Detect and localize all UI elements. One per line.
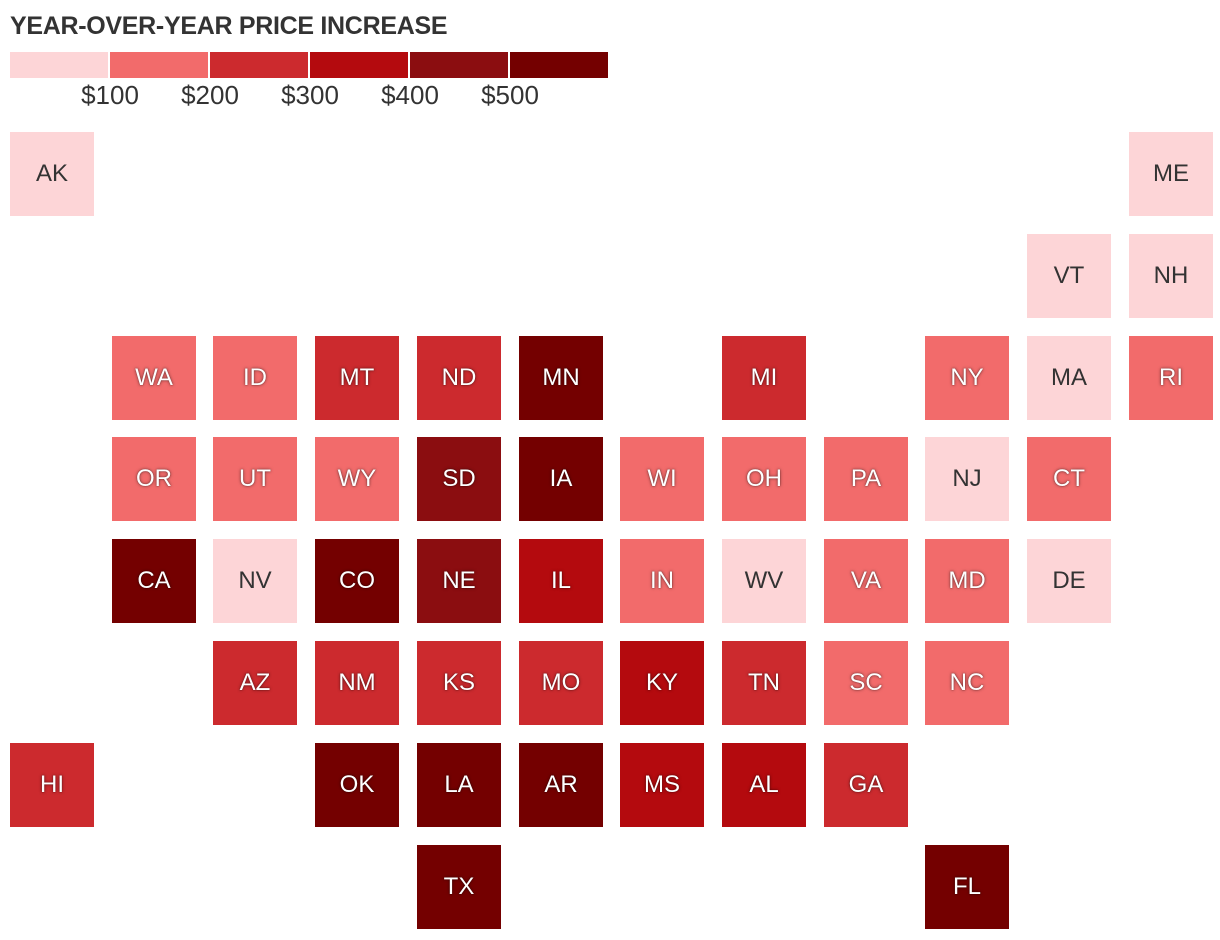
legend-tick-label: $100	[81, 80, 139, 110]
state-tile-ne[interactable]: NE	[417, 539, 501, 623]
legend-tick-label: $300	[281, 80, 339, 110]
state-tile-wy[interactable]: WY	[315, 437, 399, 521]
state-tile-nm[interactable]: NM	[315, 641, 399, 725]
state-tile-ar[interactable]: AR	[519, 743, 603, 827]
legend-swatch	[310, 52, 408, 78]
state-tile-tx[interactable]: TX	[417, 845, 501, 929]
state-tile-ut[interactable]: UT	[213, 437, 297, 521]
legend-swatch	[510, 52, 608, 78]
state-tile-wv[interactable]: WV	[722, 539, 806, 623]
state-tile-wa[interactable]: WA	[112, 336, 196, 420]
state-tile-il[interactable]: IL	[519, 539, 603, 623]
state-tile-de[interactable]: DE	[1027, 539, 1111, 623]
legend-tick-label: $500	[481, 80, 539, 110]
state-tile-mn[interactable]: MN	[519, 336, 603, 420]
state-tile-sc[interactable]: SC	[824, 641, 908, 725]
state-tile-ga[interactable]: GA	[824, 743, 908, 827]
state-tile-md[interactable]: MD	[925, 539, 1009, 623]
state-tile-ak[interactable]: AK	[10, 132, 94, 216]
state-tile-ca[interactable]: CA	[112, 539, 196, 623]
state-tile-pa[interactable]: PA	[824, 437, 908, 521]
state-tile-la[interactable]: LA	[417, 743, 501, 827]
state-tile-oh[interactable]: OH	[722, 437, 806, 521]
state-tile-ri[interactable]: RI	[1129, 336, 1213, 420]
state-tile-co[interactable]: CO	[315, 539, 399, 623]
state-tile-ms[interactable]: MS	[620, 743, 704, 827]
state-tile-ny[interactable]: NY	[925, 336, 1009, 420]
state-tile-or[interactable]: OR	[112, 437, 196, 521]
state-tile-az[interactable]: AZ	[213, 641, 297, 725]
state-tile-ok[interactable]: OK	[315, 743, 399, 827]
state-tile-sd[interactable]: SD	[417, 437, 501, 521]
state-tile-mt[interactable]: MT	[315, 336, 399, 420]
state-tile-id[interactable]: ID	[213, 336, 297, 420]
legend-color-scale	[10, 52, 610, 78]
chart-title: YEAR-OVER-YEAR PRICE INCREASE	[10, 12, 448, 40]
state-tile-nh[interactable]: NH	[1129, 234, 1213, 318]
state-tile-nj[interactable]: NJ	[925, 437, 1009, 521]
legend-swatch	[410, 52, 508, 78]
state-tile-nc[interactable]: NC	[925, 641, 1009, 725]
state-tile-me[interactable]: ME	[1129, 132, 1213, 216]
state-tile-vt[interactable]: VT	[1027, 234, 1111, 318]
state-tile-fl[interactable]: FL	[925, 845, 1009, 929]
state-tile-mo[interactable]: MO	[519, 641, 603, 725]
state-tile-ia[interactable]: IA	[519, 437, 603, 521]
legend-swatch	[110, 52, 208, 78]
state-tile-ma[interactable]: MA	[1027, 336, 1111, 420]
legend-tick-label: $200	[181, 80, 239, 110]
state-tile-in[interactable]: IN	[620, 539, 704, 623]
state-tile-ky[interactable]: KY	[620, 641, 704, 725]
state-tile-mi[interactable]: MI	[722, 336, 806, 420]
state-tile-ks[interactable]: KS	[417, 641, 501, 725]
legend-swatch	[10, 52, 108, 78]
state-tile-wi[interactable]: WI	[620, 437, 704, 521]
state-tile-al[interactable]: AL	[722, 743, 806, 827]
state-tile-nv[interactable]: NV	[213, 539, 297, 623]
state-tile-tn[interactable]: TN	[722, 641, 806, 725]
legend-swatch	[210, 52, 308, 78]
state-tile-hi[interactable]: HI	[10, 743, 94, 827]
legend-tick-label: $400	[381, 80, 439, 110]
state-tile-ct[interactable]: CT	[1027, 437, 1111, 521]
legend-tick-labels: $100 $200 $300 $400 $500	[10, 80, 630, 116]
state-tile-va[interactable]: VA	[824, 539, 908, 623]
state-tile-nd[interactable]: ND	[417, 336, 501, 420]
